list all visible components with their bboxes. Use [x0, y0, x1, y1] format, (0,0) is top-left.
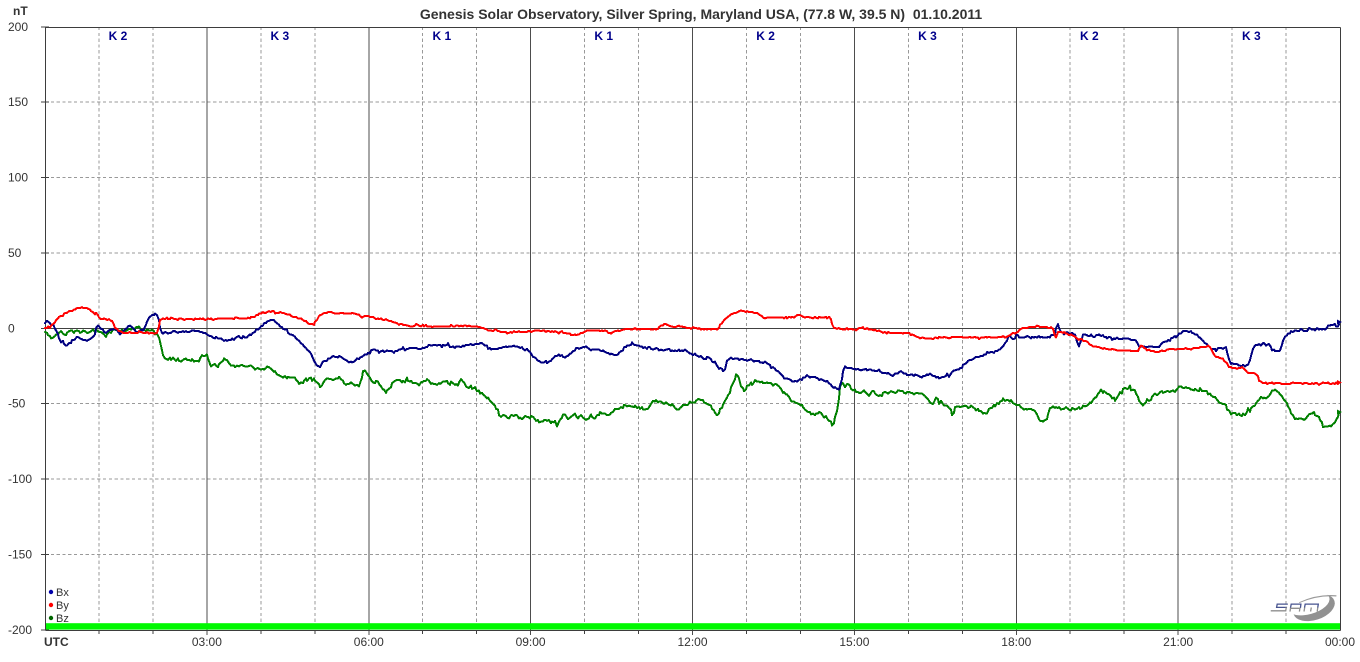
- svg-text:-150: -150: [8, 547, 32, 561]
- svg-text:15:00: 15:00: [839, 635, 869, 649]
- svg-text:-200: -200: [8, 623, 32, 637]
- svg-text:K 2: K 2: [109, 29, 128, 43]
- svg-text:21:00: 21:00: [1163, 635, 1193, 649]
- svg-text:UTC: UTC: [44, 635, 69, 649]
- svg-text:K 3: K 3: [271, 29, 290, 43]
- svg-text:-100: -100: [8, 472, 32, 486]
- svg-text:By: By: [56, 600, 69, 612]
- svg-text:K 2: K 2: [1080, 29, 1099, 43]
- svg-text:18:00: 18:00: [1001, 635, 1031, 649]
- svg-text:K 1: K 1: [594, 29, 613, 43]
- svg-text:Bz: Bz: [56, 613, 69, 625]
- svg-text:K 3: K 3: [918, 29, 937, 43]
- svg-text:100: 100: [8, 171, 28, 185]
- svg-text:03:00: 03:00: [192, 635, 222, 649]
- svg-text:K 3: K 3: [1242, 29, 1261, 43]
- svg-text:-50: -50: [8, 397, 26, 411]
- svg-text:0: 0: [8, 321, 15, 335]
- svg-text:nT: nT: [13, 4, 28, 18]
- svg-text:K 2: K 2: [756, 29, 775, 43]
- svg-text:Genesis Solar Observatory, Sil: Genesis Solar Observatory, Silver Spring…: [420, 6, 983, 22]
- svg-text:Bx: Bx: [56, 587, 69, 599]
- svg-text:150: 150: [8, 95, 28, 109]
- svg-text:K 1: K 1: [432, 29, 451, 43]
- svg-text:200: 200: [8, 20, 28, 34]
- svg-text:00:00: 00:00: [1325, 635, 1355, 649]
- svg-text:06:00: 06:00: [354, 635, 384, 649]
- svg-text:12:00: 12:00: [677, 635, 707, 649]
- svg-text:09:00: 09:00: [516, 635, 546, 649]
- svg-text:50: 50: [8, 246, 22, 260]
